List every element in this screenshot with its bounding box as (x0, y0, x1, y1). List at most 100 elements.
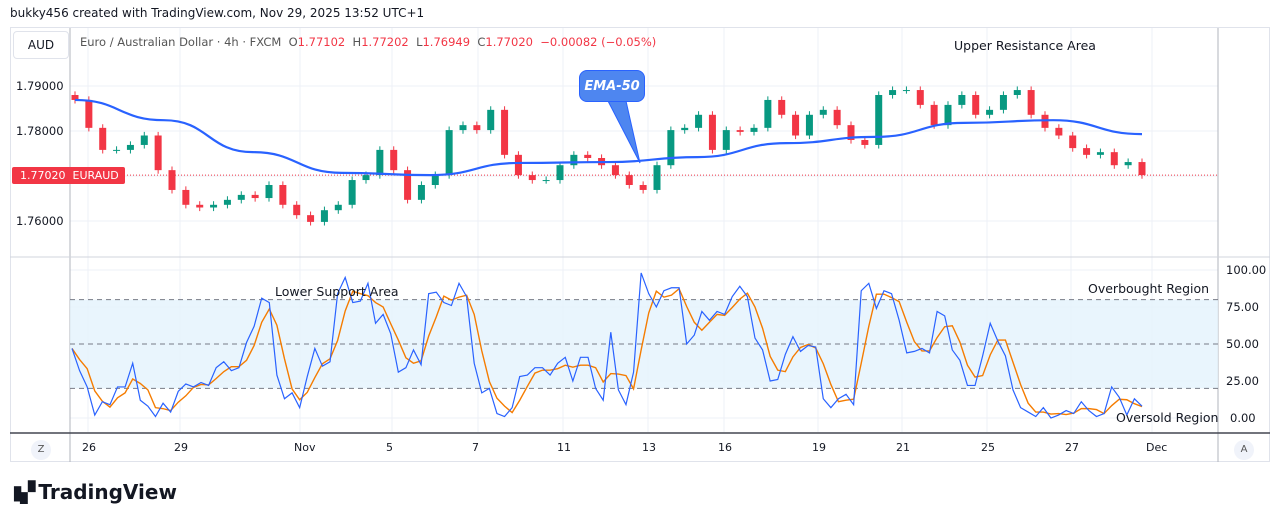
candle (639, 185, 647, 190)
candle (376, 149, 384, 176)
candle (764, 99, 772, 128)
candle (1069, 135, 1077, 149)
candle (445, 130, 453, 176)
candle (265, 185, 273, 199)
candle (528, 175, 536, 181)
candle (417, 185, 425, 200)
candle (792, 114, 800, 136)
high-value: 1.77202 (361, 35, 409, 49)
candle (1110, 152, 1118, 166)
candle (681, 127, 689, 131)
tradingview-logo: ▮▞ TradingView (12, 480, 177, 504)
candle (85, 99, 93, 128)
candle (625, 175, 633, 185)
stoch-tick: 0.00 (1230, 411, 1256, 425)
candle (916, 90, 924, 105)
time-tick: 29 (174, 441, 188, 454)
price-tick: 1.76000 (16, 214, 64, 228)
candle (805, 114, 813, 136)
oversold-label[interactable]: Oversold Region (1116, 410, 1219, 425)
candle (778, 99, 786, 115)
candle (126, 144, 134, 150)
candle (237, 194, 245, 200)
stoch-d-line (71, 287, 1143, 416)
candle (1096, 152, 1104, 155)
low-value: 1.76949 (422, 35, 471, 49)
change-value: −0.00082 (−0.05%) (540, 35, 657, 49)
candle (542, 180, 550, 182)
candle (611, 165, 619, 176)
last-price: 1.77020 (20, 169, 66, 182)
candle (750, 127, 758, 132)
candle (459, 125, 467, 131)
candle (556, 165, 564, 181)
logo-text: TradingView (38, 480, 177, 504)
candle (833, 109, 841, 126)
low-label: L (416, 35, 423, 49)
candle (113, 149, 121, 151)
stoch-k-line (71, 272, 1143, 419)
candle (487, 109, 495, 131)
open-value: 1.77102 (297, 35, 346, 49)
chart-frame (10, 27, 1270, 462)
stoch-tick: 100.00 (1226, 263, 1267, 277)
candle (362, 175, 370, 181)
symbol-legend: Euro / Australian Dollar · 4h · FXCM O1.… (80, 35, 656, 49)
candle (902, 90, 910, 92)
candle (1055, 127, 1063, 136)
price-tick: 1.78000 (16, 124, 64, 138)
time-tick: 25 (981, 441, 995, 454)
time-tick: 5 (386, 441, 393, 454)
ema50-line (74, 98, 1143, 177)
candle (875, 95, 883, 145)
time-tick: 16 (718, 441, 732, 454)
candle (972, 95, 980, 115)
zoom-button[interactable]: Z (31, 440, 51, 460)
candle (930, 104, 938, 126)
close-value: 1.77020 (485, 35, 533, 49)
candle (223, 199, 231, 205)
stoch-tick: 75.00 (1226, 300, 1259, 314)
stoch-tick: 25.00 (1226, 374, 1259, 388)
candle (667, 130, 675, 166)
candle (958, 95, 966, 105)
candle (431, 175, 439, 185)
candle (889, 90, 897, 95)
candle (695, 114, 703, 128)
candle (168, 170, 176, 190)
badge-symbol: EURAUD (72, 169, 119, 182)
candle (847, 125, 855, 140)
high-label: H (352, 35, 362, 49)
candle (154, 135, 162, 171)
time-tick: 21 (896, 441, 910, 454)
ema-callout[interactable]: EMA-50 (579, 70, 645, 102)
candle (71, 95, 79, 100)
last-price-badge: 1.77020 EURAUD (12, 167, 125, 184)
symbol-title: Euro / Australian Dollar · 4h · FXCM (80, 35, 282, 49)
candle (210, 204, 218, 208)
time-tick: Dec (1146, 441, 1168, 454)
candle (348, 180, 356, 205)
time-tick: Nov (294, 441, 316, 454)
time-tick: 26 (82, 441, 96, 454)
upper-resistance-label[interactable]: Upper Resistance Area (954, 38, 1096, 53)
candle (1027, 90, 1035, 115)
open-label: O (288, 35, 298, 49)
candle (99, 127, 107, 150)
overbought-label[interactable]: Overbought Region (1088, 281, 1210, 296)
candle (404, 170, 412, 200)
candle (334, 204, 342, 211)
lower-support-label[interactable]: Lower Support Area (275, 284, 399, 299)
auto-scale-button[interactable]: A (1234, 440, 1254, 460)
price-tick: 1.79000 (16, 79, 64, 93)
candle (722, 130, 730, 150)
candle (196, 204, 204, 208)
candle (653, 165, 661, 190)
candle (1083, 148, 1091, 155)
candle (501, 109, 509, 155)
time-tick: 11 (557, 441, 571, 454)
candle (944, 104, 952, 126)
candle (320, 210, 328, 222)
currency-button[interactable]: AUD (13, 31, 69, 59)
